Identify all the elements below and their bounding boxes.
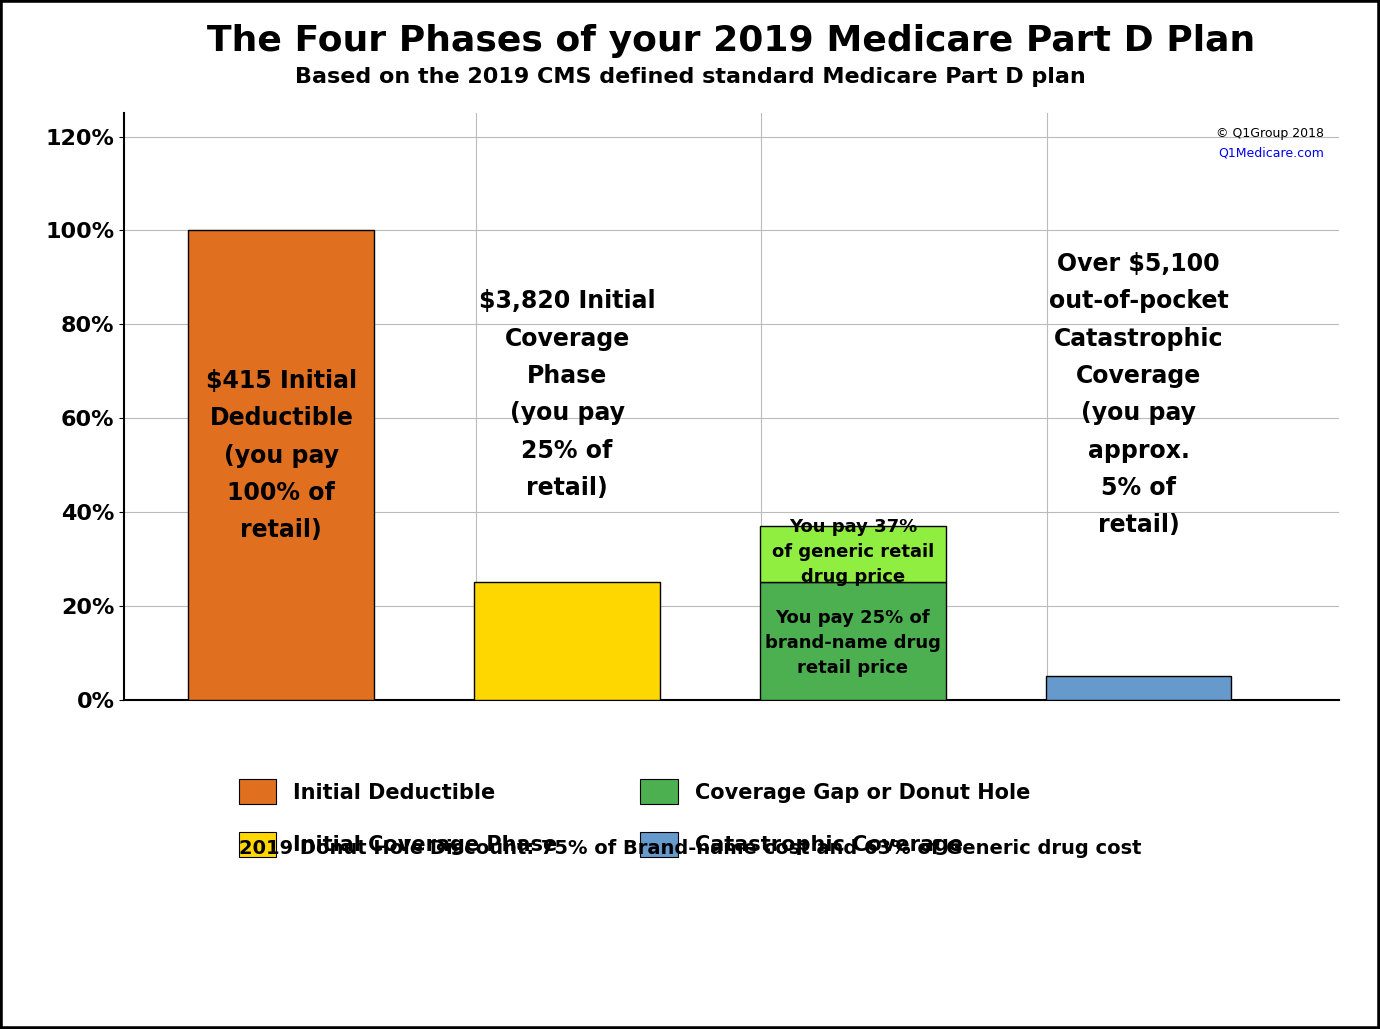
Text: Q1Medicare.com: Q1Medicare.com <box>1219 146 1325 159</box>
Text: You pay 25% of
brand-name drug
retail price: You pay 25% of brand-name drug retail pr… <box>765 609 941 677</box>
Text: 2019 Donut Hole Discount: 75% of Brand-name cost and 63% of Generic drug cost: 2019 Donut Hole Discount: 75% of Brand-n… <box>239 840 1141 858</box>
Text: $3,820 Initial
Coverage
Phase
(you pay
25% of
retail): $3,820 Initial Coverage Phase (you pay 2… <box>479 289 656 500</box>
Legend: Initial Deductible, Initial Coverage Phase, Coverage Gap or Donut Hole, Catastro: Initial Deductible, Initial Coverage Pha… <box>230 771 1038 865</box>
Bar <box>760 582 945 700</box>
Text: © Q1Group 2018: © Q1Group 2018 <box>1216 128 1325 140</box>
Bar <box>1046 676 1231 700</box>
Text: Based on the 2019 CMS defined standard Medicare Part D plan: Based on the 2019 CMS defined standard M… <box>294 67 1086 87</box>
Text: $415 Initial
Deductible
(you pay
100% of
retail): $415 Initial Deductible (you pay 100% of… <box>206 369 357 542</box>
Bar <box>189 230 374 700</box>
Title: The Four Phases of your 2019 Medicare Part D Plan: The Four Phases of your 2019 Medicare Pa… <box>207 24 1256 58</box>
Text: Over $5,100
out-of-pocket
Catastrophic
Coverage
(you pay
approx.
5% of
retail): Over $5,100 out-of-pocket Catastrophic C… <box>1049 252 1228 537</box>
Text: You pay 37%
of generic retail
drug price: You pay 37% of generic retail drug price <box>771 518 934 586</box>
Bar <box>475 582 660 700</box>
Bar <box>760 526 945 582</box>
